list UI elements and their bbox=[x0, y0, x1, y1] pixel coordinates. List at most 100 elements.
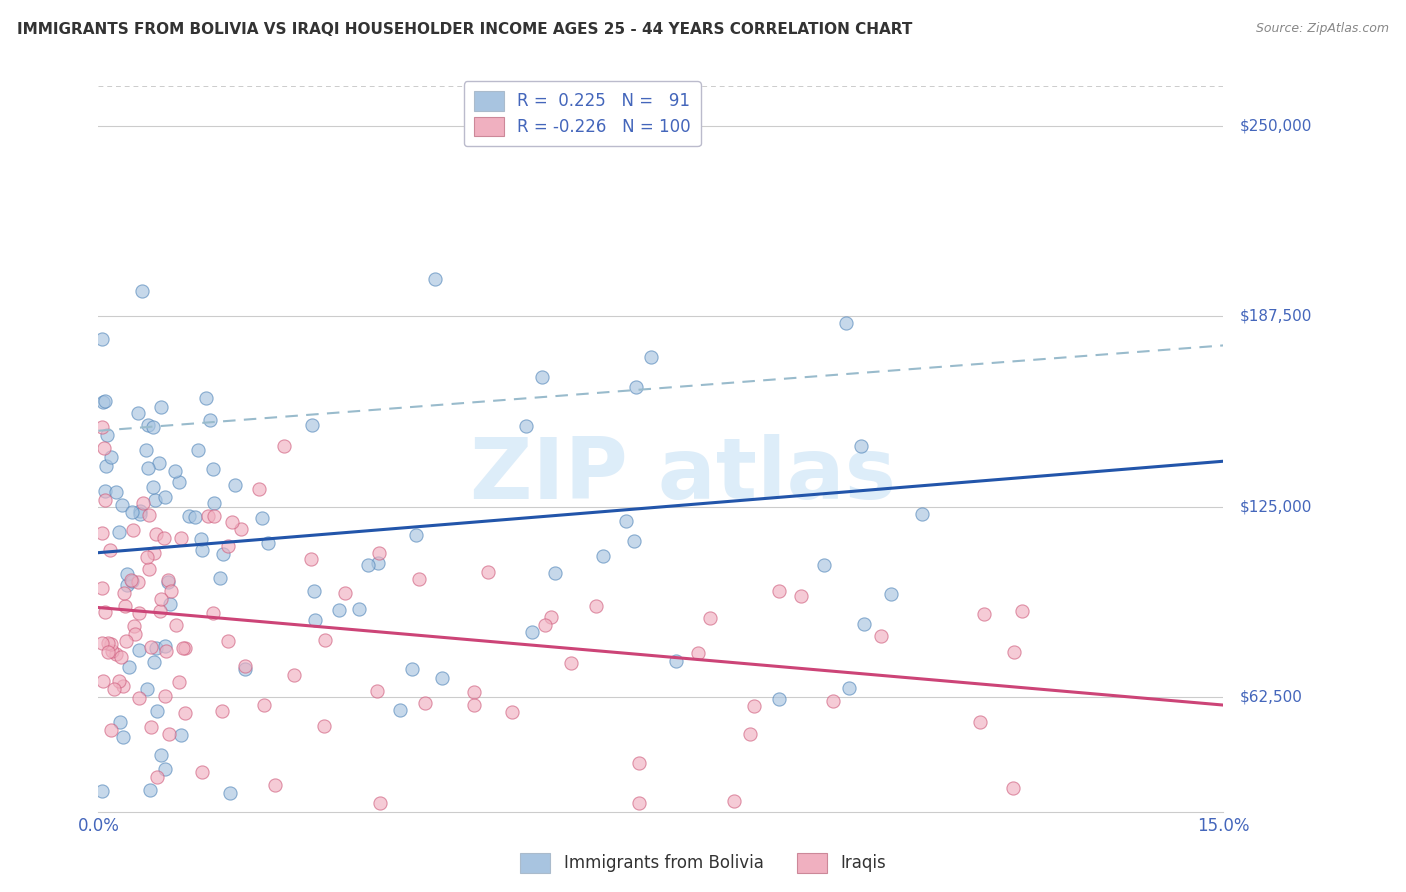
Point bbox=[155, 644, 177, 658]
Point bbox=[129, 507, 152, 521]
Point bbox=[501, 706, 523, 720]
Point bbox=[93, 441, 115, 455]
Point bbox=[723, 794, 745, 808]
Point bbox=[540, 610, 562, 624]
Point bbox=[93, 493, 115, 508]
Point bbox=[142, 419, 165, 434]
Point bbox=[174, 706, 197, 720]
Point bbox=[167, 475, 190, 490]
Point bbox=[790, 589, 813, 603]
Point bbox=[114, 599, 136, 614]
Point bbox=[121, 574, 143, 589]
Point bbox=[91, 420, 114, 434]
Point bbox=[135, 682, 157, 697]
Point bbox=[742, 698, 765, 713]
Point bbox=[823, 693, 845, 707]
Point bbox=[111, 730, 134, 744]
Point bbox=[117, 566, 139, 581]
Point bbox=[143, 492, 166, 507]
Point bbox=[314, 719, 336, 733]
Point bbox=[138, 460, 160, 475]
Point bbox=[128, 606, 150, 620]
Point bbox=[143, 546, 166, 560]
Point bbox=[139, 720, 162, 734]
Point bbox=[142, 656, 165, 670]
Point bbox=[366, 684, 388, 698]
Point bbox=[212, 547, 235, 561]
Point bbox=[544, 566, 567, 580]
Point bbox=[149, 591, 172, 606]
Point bbox=[368, 796, 391, 810]
Point bbox=[198, 413, 221, 427]
Point bbox=[202, 496, 225, 510]
Point bbox=[94, 606, 117, 620]
Point bbox=[145, 526, 167, 541]
Point bbox=[112, 586, 135, 600]
Point bbox=[127, 575, 149, 590]
Point bbox=[135, 442, 157, 457]
Point bbox=[302, 584, 325, 599]
Point bbox=[94, 458, 117, 473]
Point bbox=[100, 637, 122, 651]
Point bbox=[463, 685, 485, 699]
Point bbox=[969, 714, 991, 729]
Point bbox=[108, 714, 131, 729]
Point bbox=[194, 391, 217, 405]
Point bbox=[91, 526, 114, 541]
Point bbox=[153, 762, 176, 776]
Point bbox=[430, 671, 453, 685]
Point bbox=[368, 546, 391, 560]
Point bbox=[533, 618, 555, 632]
Point bbox=[299, 551, 322, 566]
Point bbox=[190, 532, 212, 546]
Point bbox=[202, 606, 225, 620]
Point bbox=[520, 625, 543, 640]
Point bbox=[97, 636, 120, 650]
Text: Source: ZipAtlas.com: Source: ZipAtlas.com bbox=[1256, 22, 1389, 36]
Point bbox=[221, 515, 243, 529]
Point bbox=[91, 674, 114, 689]
Point bbox=[159, 584, 181, 599]
Point bbox=[835, 316, 858, 330]
Point bbox=[191, 765, 214, 780]
Point bbox=[120, 573, 142, 587]
Point bbox=[94, 483, 117, 498]
Point bbox=[121, 505, 143, 519]
Point bbox=[264, 778, 287, 792]
Point bbox=[740, 727, 762, 741]
Point bbox=[149, 604, 172, 618]
Point bbox=[146, 704, 169, 718]
Point bbox=[153, 689, 176, 703]
Point bbox=[515, 418, 537, 433]
Point bbox=[108, 674, 131, 689]
Point bbox=[191, 542, 214, 557]
Point bbox=[153, 532, 176, 546]
Point bbox=[170, 531, 193, 545]
Text: $187,500: $187,500 bbox=[1240, 309, 1312, 324]
Point bbox=[219, 786, 242, 800]
Point bbox=[115, 578, 138, 592]
Point bbox=[174, 641, 197, 656]
Point bbox=[197, 509, 219, 524]
Legend: Immigrants from Bolivia, Iraqis: Immigrants from Bolivia, Iraqis bbox=[513, 847, 893, 880]
Point bbox=[304, 613, 326, 627]
Point bbox=[768, 692, 790, 706]
Point bbox=[1002, 645, 1025, 659]
Point bbox=[146, 770, 169, 784]
Point bbox=[157, 727, 180, 741]
Point bbox=[91, 332, 114, 346]
Point bbox=[132, 496, 155, 510]
Point bbox=[100, 644, 122, 658]
Point bbox=[1002, 780, 1025, 795]
Point bbox=[413, 697, 436, 711]
Point bbox=[328, 603, 350, 617]
Point bbox=[139, 640, 162, 654]
Point bbox=[1011, 605, 1033, 619]
Point bbox=[105, 484, 128, 499]
Point bbox=[202, 509, 225, 524]
Point bbox=[229, 522, 252, 536]
Point bbox=[124, 627, 146, 641]
Point bbox=[253, 698, 276, 713]
Point bbox=[880, 586, 903, 600]
Point bbox=[172, 641, 194, 656]
